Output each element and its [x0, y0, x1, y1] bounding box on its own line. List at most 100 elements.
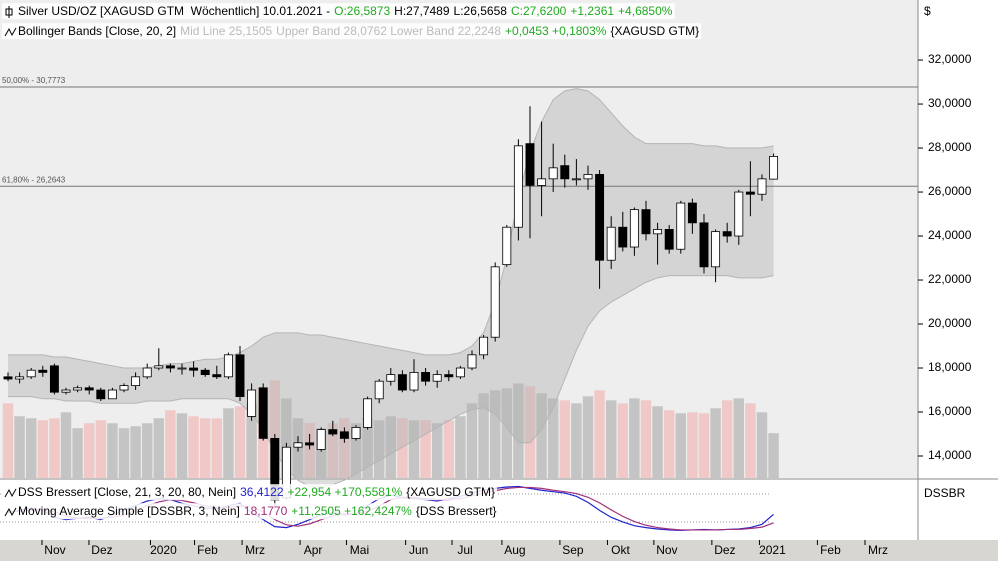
legend-text: Bollinger Bands [Close, 20, 2]: [18, 24, 176, 38]
candle-body: [351, 427, 361, 439]
volume-bar: [49, 418, 60, 478]
volume-bar: [130, 426, 141, 478]
candle-body: [177, 367, 187, 370]
volume-bar: [385, 416, 397, 478]
x-tick-label: Feb: [820, 543, 841, 557]
candle-body: [606, 226, 616, 261]
candle-body: [397, 374, 407, 391]
candle-body: [629, 209, 639, 248]
volume-bar: [234, 406, 246, 478]
candle-body: [119, 385, 129, 391]
legend-text: C:27,6200: [511, 4, 567, 18]
fib-level-label: 61,80% - 26,2643: [2, 175, 66, 184]
volume-bar: [478, 393, 489, 478]
candle-body: [200, 369, 210, 376]
y-tick-label: 24,0000: [928, 228, 972, 242]
y-tick-label: 26,0000: [928, 184, 972, 198]
candle-body: [467, 354, 477, 369]
volume-bar: [443, 420, 455, 478]
volume-bar: [14, 416, 25, 478]
volume-bar: [536, 393, 547, 478]
volume-bar: [745, 403, 756, 478]
volume-bar: [304, 423, 315, 478]
volume-bar: [176, 413, 188, 478]
x-tick-label: Dez: [714, 543, 735, 557]
y-tick-label: 32,0000: [928, 52, 972, 66]
volume-bar: [756, 412, 768, 478]
x-tick-label: Aug: [504, 543, 525, 557]
x-tick-label: Jun: [409, 543, 428, 557]
overlay-layer: Silver USD/OZ [XAGUSD GTM Wöchentlich] 1…: [2, 3, 702, 520]
candle-body: [38, 369, 48, 373]
x-tick-label: 2021: [759, 543, 786, 557]
x-tick-label: Apr: [304, 543, 323, 557]
volume-bar: [211, 418, 223, 478]
legend-line: DSS Bressert [Close, 21, 3, 20, 80, Nein…: [18, 485, 495, 499]
x-tick-label: Mrz: [245, 543, 265, 557]
volume-bar: [547, 398, 559, 478]
volume-bar: [199, 418, 211, 478]
x-tick-label: 2020: [150, 543, 177, 557]
volume-bar: [466, 403, 478, 478]
volume-bar: [83, 423, 95, 478]
volume-bar: [698, 413, 710, 478]
volume-bar: [513, 383, 524, 478]
candle-body: [235, 354, 245, 398]
volume-bar: [95, 420, 107, 478]
legend-text: Silver USD/OZ [XAGUSD GTM Wöchentlich] 1…: [18, 4, 330, 18]
volume-bar: [687, 412, 698, 478]
candle-body: [537, 178, 547, 186]
volume-bar: [640, 400, 652, 478]
volume-bar: [362, 418, 373, 478]
volume-bar: [582, 396, 594, 478]
candle-body: [316, 429, 326, 450]
x-tick-label: Okt: [611, 543, 630, 557]
y-tick-label: 30,0000: [928, 96, 972, 110]
candle-body: [734, 191, 744, 237]
volume-bar: [408, 420, 420, 478]
candle-body: [96, 389, 106, 400]
candle-body: [664, 229, 674, 250]
candle-body: [223, 354, 233, 378]
indicator-axis-label: DSSBR: [924, 486, 966, 500]
legend-text: L:26,5658: [454, 4, 508, 18]
volume-bar: [107, 423, 118, 478]
volume-bar: [165, 410, 176, 478]
volume-bar: [281, 398, 292, 478]
volume-bar: [350, 423, 362, 478]
legend-text: O:26,5873: [334, 4, 390, 18]
candle-body: [131, 376, 141, 387]
x-tick-label: Mai: [350, 543, 369, 557]
bollinger-upper: [8, 88, 774, 369]
volume-bar: [721, 400, 733, 478]
candle-body: [421, 372, 431, 382]
fib-level-label: 50,00% - 30,7773: [2, 76, 66, 85]
candle-body: [432, 374, 442, 382]
volume-bar: [768, 433, 779, 478]
volume-bar: [246, 403, 257, 478]
x-tick-label: Mrz: [868, 543, 888, 557]
legend-text: +22,954 +170,5581%: [288, 485, 403, 499]
volume-bar: [269, 380, 281, 478]
plot-layer: 14,0000 16,0000 18,0000 20,0000 22,0000 24,00…: [0, 52, 972, 557]
candle-body: [165, 365, 175, 369]
volume-bar: [223, 408, 234, 478]
candle-body: [409, 372, 419, 391]
volume-bar: [60, 412, 72, 478]
legend-text: H:27,7489: [394, 4, 450, 18]
price-axis-label: $: [924, 4, 931, 18]
candle-body: [769, 156, 779, 180]
bollinger-lower: [8, 275, 774, 488]
volume-bar: [327, 423, 339, 478]
candle-body: [374, 380, 384, 400]
volume-bar: [420, 420, 431, 478]
volume-bar: [629, 398, 640, 478]
legend-text: +4,6850%: [618, 4, 673, 18]
volume-bar: [397, 418, 408, 478]
candle-body: [142, 367, 152, 378]
volume-bar: [373, 420, 385, 478]
candle-body: [687, 202, 697, 224]
candle-body: [757, 178, 767, 195]
volume-bar: [559, 400, 571, 478]
legend-line: Bollinger Bands [Close, 20, 2] Mid Line 2…: [18, 24, 699, 38]
